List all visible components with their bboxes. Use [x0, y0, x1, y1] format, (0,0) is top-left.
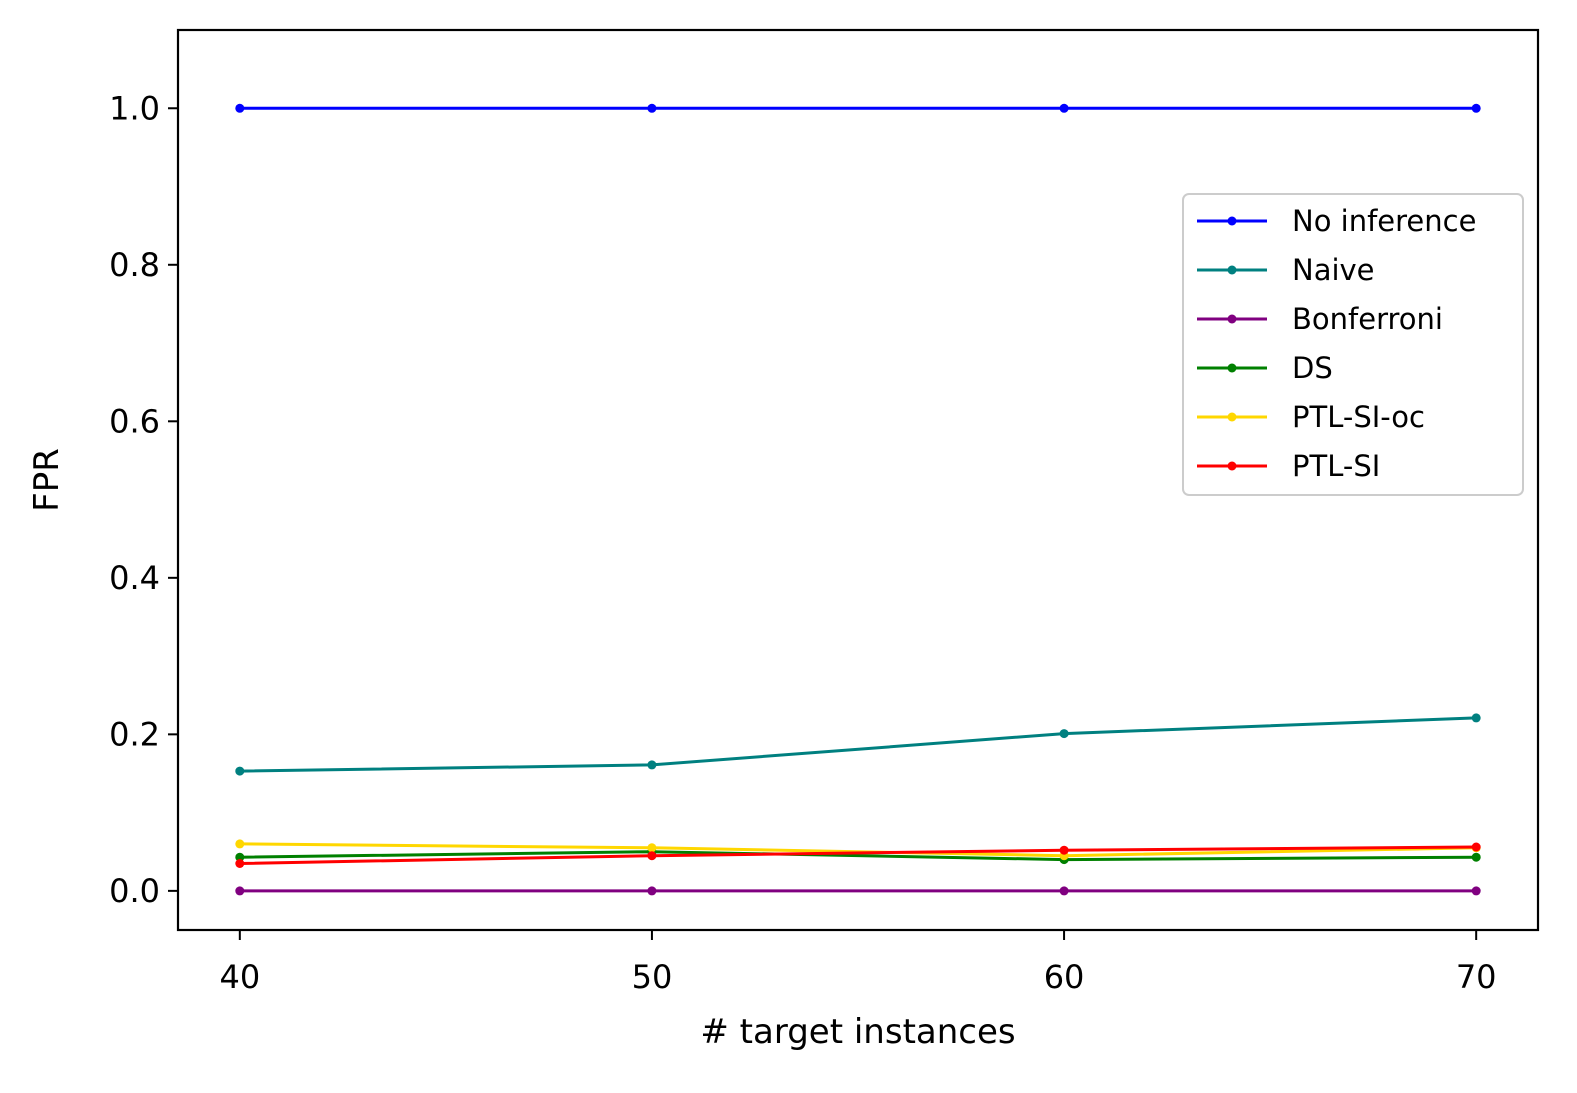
x-tick-label: 60: [1044, 958, 1085, 996]
legend-label-ptl-si-oc: PTL-SI-oc: [1292, 400, 1425, 434]
data-point-ds: [1471, 852, 1481, 862]
legend-marker-ptl-si-oc: [1227, 412, 1237, 422]
series-layer: [235, 103, 1481, 896]
legend-label-ds: DS: [1292, 351, 1333, 385]
y-tick-label: 0.0: [109, 872, 160, 910]
y-tick-label: 1.0: [109, 89, 160, 127]
series-line-ds: [238, 850, 1478, 862]
legend-label-bonferroni: Bonferroni: [1292, 302, 1443, 336]
legend-marker-bonferroni: [1227, 314, 1237, 324]
y-tick-label: 0.6: [109, 402, 160, 440]
data-point-ptl-si: [647, 851, 657, 861]
data-point-naive: [1059, 729, 1069, 739]
data-point-no-inference: [1471, 103, 1481, 113]
legend: No inference Naive Bonferroni DS PTL-SI-oc PT…: [1182, 193, 1524, 496]
series-line-naive: [238, 716, 1478, 773]
x-tick-label: 40: [219, 958, 260, 996]
data-point-bonferroni: [647, 886, 657, 896]
x-axis-label: # target instances: [700, 1012, 1015, 1052]
data-point-bonferroni: [1059, 886, 1069, 896]
legend-label-naive: Naive: [1292, 253, 1375, 287]
data-point-naive: [1471, 713, 1481, 723]
data-point-ptl-si-oc: [235, 839, 245, 849]
y-tick-label: 0.2: [109, 715, 160, 753]
legend-marker-ds: [1227, 363, 1237, 373]
legend-box: [1182, 193, 1524, 496]
x-tick-label: 70: [1456, 958, 1497, 996]
data-point-naive: [647, 760, 657, 770]
y-tick-label: 0.8: [109, 246, 160, 284]
legend-marker-naive: [1227, 265, 1237, 275]
data-point-ptl-si: [235, 859, 245, 868]
y-axis-label: FPR: [27, 448, 67, 512]
legend-marker-ptl-si: [1227, 461, 1237, 471]
legend-label-no-inference: No inference: [1292, 204, 1476, 238]
legend-marker-no-inference: [1227, 216, 1237, 226]
data-point-ds: [235, 852, 245, 862]
data-point-no-inference: [235, 103, 245, 113]
x-tick-label: 50: [632, 958, 673, 996]
y-tick-label: 0.4: [109, 559, 160, 597]
data-point-no-inference: [647, 103, 657, 113]
data-point-ptl-si: [1471, 842, 1481, 852]
data-point-bonferroni: [235, 886, 245, 896]
data-point-ptl-si-oc: [647, 843, 657, 853]
axes-layer: 40 50 60 70 0.0 0.2 0.4 0.6 0.8 1.0: [109, 28, 1540, 996]
data-point-naive: [235, 766, 245, 776]
plot-frame: [176, 28, 1540, 932]
series-line-ptl-si: [238, 845, 1478, 865]
data-point-ptl-si: [1059, 845, 1069, 855]
data-point-bonferroni: [1471, 886, 1481, 896]
data-point-no-inference: [1059, 103, 1069, 113]
legend-label-ptl-si: PTL-SI: [1292, 449, 1380, 483]
